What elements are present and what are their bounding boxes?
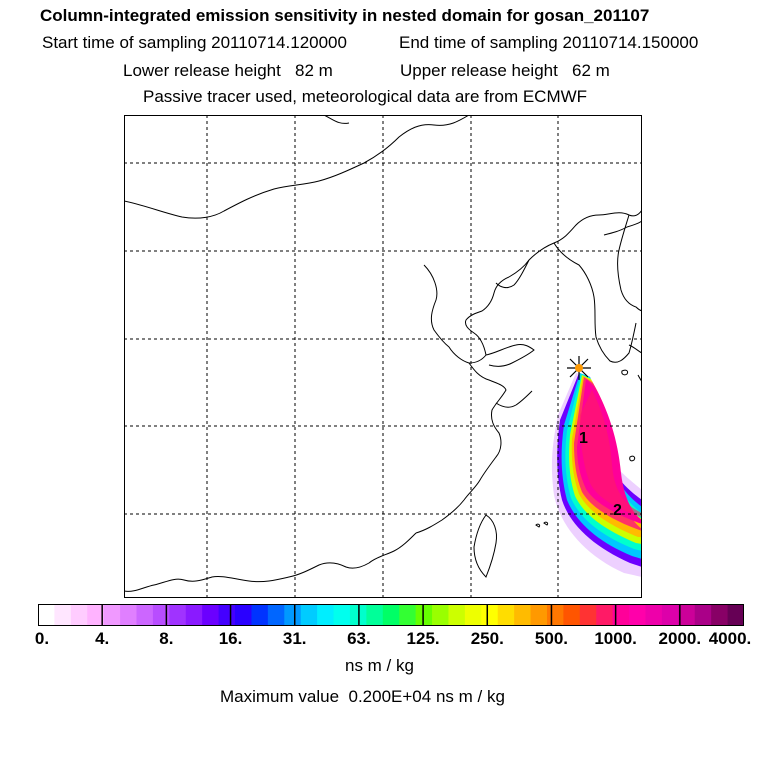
colorbar-swatch xyxy=(678,604,696,626)
colorbar-swatch xyxy=(87,604,105,626)
start-time-row: Start time of sampling 20110714.120000 xyxy=(42,33,347,53)
map-panel: 1 2 xyxy=(124,115,642,598)
colorbar-swatch xyxy=(38,604,55,626)
colorbar-swatch xyxy=(317,604,335,626)
max-value-row: Maximum value 0.200E+04 ns m / kg xyxy=(220,687,505,707)
emission-sensitivity-plume xyxy=(551,373,642,577)
colorbar-swatch xyxy=(563,604,581,626)
lat-lon-grid xyxy=(124,115,642,598)
start-time-value: 20110714.120000 xyxy=(211,33,347,52)
end-time-row: End time of sampling 20110714.150000 xyxy=(399,33,698,53)
colorbar-swatch xyxy=(382,604,400,626)
tracer-note: Passive tracer used, meteorological data… xyxy=(143,87,588,106)
colorbar-swatch xyxy=(54,604,72,626)
colorbar-swatch xyxy=(432,604,449,626)
map-title: Column-integrated emission sensitivity i… xyxy=(40,6,650,25)
colorbar-swatch xyxy=(235,604,252,626)
colorbar-tick-label: 8. xyxy=(159,629,174,648)
end-time-label: End time of sampling xyxy=(399,33,558,52)
lower-release-label: Lower release height xyxy=(123,61,281,80)
colorbar-swatch xyxy=(251,604,269,626)
colorbar-tick-label: 1000. xyxy=(594,629,637,648)
colorbar-swatch xyxy=(415,604,433,626)
colorbar-swatch xyxy=(514,604,532,626)
colorbar-tick-label: 250. xyxy=(470,629,504,648)
colorbar-swatch xyxy=(70,604,88,626)
colorbar-swatch xyxy=(136,604,154,626)
plume-label-1: 1 xyxy=(579,430,588,447)
colorbar-swatch xyxy=(497,604,515,626)
colorbar-swatch xyxy=(218,604,236,626)
colorbar-swatch xyxy=(448,604,466,626)
colorbar-swatch xyxy=(481,604,499,626)
colorbar xyxy=(38,604,744,626)
colorbar-swatch xyxy=(202,604,220,626)
colorbar-swatch xyxy=(629,604,646,626)
colorbar-swatch xyxy=(300,604,318,626)
colorbar-swatch xyxy=(464,604,482,626)
colorbar-swatch xyxy=(169,604,187,626)
colorbar-swatch xyxy=(596,604,614,626)
colorbar-swatch xyxy=(152,604,170,626)
colorbar-tick-label: 0. xyxy=(34,629,50,648)
upper-release-value: 62 m xyxy=(572,61,610,80)
colorbar-units: ns m / kg xyxy=(345,656,414,675)
colorbar-swatch xyxy=(530,604,548,626)
start-time-label: Start time of sampling xyxy=(42,33,207,52)
colorbar-swatch xyxy=(727,604,744,626)
max-value-label: Maximum value xyxy=(220,687,340,706)
lower-release-row: Lower release height 82 m xyxy=(123,61,333,81)
colorbar-swatch xyxy=(366,604,384,626)
colorbar-swatch xyxy=(645,604,663,626)
colorbar-tick-label: 16. xyxy=(218,629,243,648)
colorbar-swatch xyxy=(399,604,417,626)
colorbar-swatch xyxy=(267,604,285,626)
colorbar-swatch xyxy=(185,604,203,626)
colorbar-swatch xyxy=(612,604,630,626)
colorbar-tick-label: 2000. xyxy=(658,629,702,648)
lower-release-value: 82 m xyxy=(295,61,333,80)
upper-release-row: Upper release height 62 m xyxy=(400,61,610,81)
colorbar-tick-label: 31. xyxy=(282,629,307,648)
colorbar-swatch xyxy=(103,604,121,626)
colorbar-swatch xyxy=(661,604,679,626)
colorbar-tick-label: 4. xyxy=(95,629,110,648)
colorbar-border xyxy=(38,604,744,626)
end-time-value: 20110714.150000 xyxy=(562,33,699,52)
colorbar-swatch xyxy=(694,604,712,626)
star-icon xyxy=(567,356,591,380)
plume-label-2: 2 xyxy=(613,502,622,519)
colorbar-swatch xyxy=(284,604,302,626)
colorbar-swatch xyxy=(711,604,729,626)
coastlines xyxy=(124,115,642,592)
colorbar-tick-label: 500. xyxy=(534,629,568,648)
colorbar-tick-label: 4000. xyxy=(708,629,752,648)
colorbar-swatch xyxy=(333,604,351,626)
colorbar-swatch xyxy=(579,604,597,626)
colorbar-tick-label: 125. xyxy=(406,629,440,648)
upper-release-label: Upper release height xyxy=(400,61,558,80)
colorbar-tick-label: 63. xyxy=(347,629,371,648)
max-value: 0.200E+04 ns m / kg xyxy=(348,687,505,706)
map-frame xyxy=(124,115,642,598)
colorbar-swatch xyxy=(120,604,138,626)
colorbar-swatch xyxy=(546,604,564,626)
